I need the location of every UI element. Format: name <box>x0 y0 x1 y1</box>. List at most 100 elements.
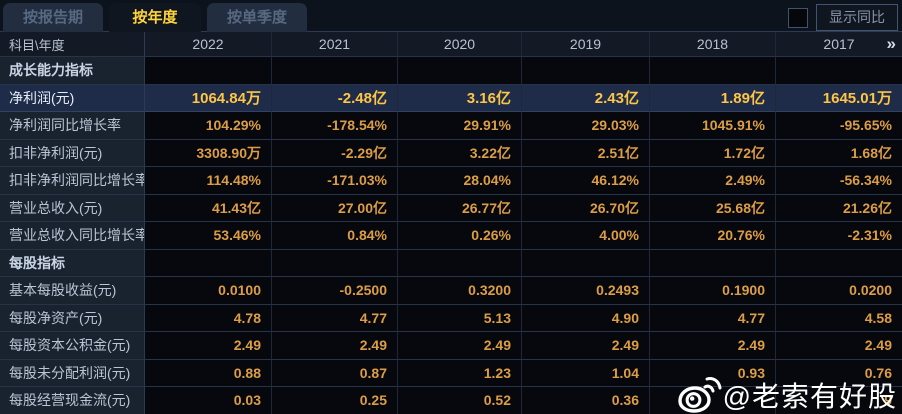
value-cell: 29.03% <box>522 112 650 140</box>
value-cell: 2.49 <box>650 332 776 360</box>
value-cell: 9 <box>776 387 902 414</box>
value-cell: 0.88 <box>145 359 272 387</box>
table-row[interactable]: 净利润同比增长率 104.29% -178.54% 29.91% 29.03% 1045.… <box>0 112 902 140</box>
value-cell: 0.26% <box>398 222 522 250</box>
value-cell: 1.68亿 <box>776 139 902 167</box>
value-cell: -178.54% <box>272 112 398 140</box>
value-cell: 41.43亿 <box>145 194 272 222</box>
value-cell: 104.29% <box>145 112 272 140</box>
row-label: 每股未分配利润(元) <box>0 359 145 387</box>
value-cell: -56.34% <box>776 167 902 195</box>
value-cell: 3.22亿 <box>398 139 522 167</box>
value-cell: 2.49 <box>145 332 272 360</box>
row-label: 净利润(元) <box>0 84 145 112</box>
year-header-cell: 2021 <box>272 32 398 57</box>
value-cell: 46.12% <box>522 167 650 195</box>
value-cell <box>272 57 398 85</box>
value-cell <box>145 57 272 85</box>
table-row[interactable]: 扣非净利润同比增长率 114.48% -171.03% 28.04% 46.12% 2.4… <box>0 167 902 195</box>
value-cell: 1.89亿 <box>650 84 776 112</box>
row-label: 营业总收入(元) <box>0 194 145 222</box>
table-row[interactable]: 营业总收入(元) 41.43亿 27.00亿 26.77亿 26.70亿 25.68亿 21… <box>0 194 902 222</box>
value-cell: 0.76 <box>776 359 902 387</box>
table-header-row: 科目\年度 2022 2021 2020 2019 2018 2017» <box>0 32 902 57</box>
value-cell: 1045.91% <box>650 112 776 140</box>
corner-header-cell: 科目\年度 <box>0 32 145 57</box>
row-label: 每股净资产(元) <box>0 304 145 332</box>
value-cell: 114.48% <box>145 167 272 195</box>
value-cell: 2.49 <box>398 332 522 360</box>
row-label: 扣非净利润(元) <box>0 139 145 167</box>
table-body: 成长能力指标 净利润(元) 1064.84万 -2.48亿 3.16亿 2.43亿 1.89… <box>0 57 902 414</box>
value-cell: 2.49 <box>776 332 902 360</box>
value-cell: 1.72亿 <box>650 139 776 167</box>
table-row[interactable]: 每股资本公积金(元) 2.49 2.49 2.49 2.49 2.49 2.49 <box>0 332 902 360</box>
row-label: 基本每股收益(元) <box>0 277 145 305</box>
weibo-icon <box>677 377 722 413</box>
row-label: 净利润同比增长率 <box>0 112 145 140</box>
value-cell: 4.78 <box>145 304 272 332</box>
value-cell: -2.31% <box>776 222 902 250</box>
show-yoy-label[interactable]: 显示同比 <box>816 4 898 31</box>
year-header-cell: 2022 <box>145 32 272 57</box>
value-cell: -2.29亿 <box>272 139 398 167</box>
tab-report-period[interactable]: 按报告期 <box>3 3 104 32</box>
year-header-cell: 2019 <box>522 32 650 57</box>
value-cell: 3308.90万 <box>145 139 272 167</box>
more-years-icon[interactable]: » <box>886 34 896 53</box>
value-cell: 0.84% <box>272 222 398 250</box>
watermark-handle: @老索有好股 <box>722 381 897 412</box>
table-row[interactable]: 净利润(元) 1064.84万 -2.48亿 3.16亿 2.43亿 1.89亿 1645.… <box>0 84 902 112</box>
value-cell: 4.77 <box>272 304 398 332</box>
value-cell <box>145 249 272 277</box>
value-cell: 21.26亿 <box>776 194 902 222</box>
tab-bar: 按报告期 按年度 按单季度 显示同比 <box>0 0 902 32</box>
show-yoy-checkbox[interactable] <box>788 7 808 28</box>
value-cell: 0.3200 <box>398 277 522 305</box>
year-header-cell: 2018 <box>650 32 776 57</box>
value-cell: 29.91% <box>398 112 522 140</box>
value-cell: 2.51亿 <box>522 139 650 167</box>
value-cell: -95.65% <box>776 112 902 140</box>
value-cell: -0.2500 <box>272 277 398 305</box>
value-cell: 20.76% <box>650 222 776 250</box>
table-row[interactable]: 基本每股收益(元) 0.0100 -0.2500 0.3200 0.2493 0.1900… <box>0 277 902 305</box>
value-cell: 0.36 <box>522 387 650 414</box>
value-cell: 4.77 <box>650 304 776 332</box>
value-cell <box>398 57 522 85</box>
value-cell <box>650 249 776 277</box>
value-cell: -2.48亿 <box>272 84 398 112</box>
value-cell: 1.23 <box>398 359 522 387</box>
value-cell: 2.49% <box>650 167 776 195</box>
table-row[interactable]: 营业总收入同比增长率 53.46% 0.84% 0.26% 4.00% 20.76% -2.… <box>0 222 902 250</box>
table-row[interactable]: 每股未分配利润(元) 0.88 0.87 1.23 1.04 0.93 0.76 <box>0 359 902 387</box>
section-row[interactable]: 每股指标 <box>0 249 902 277</box>
year-header-cell: 2020 <box>398 32 522 57</box>
table-row[interactable]: 每股净资产(元) 4.78 4.77 5.13 4.90 4.77 4.58 <box>0 304 902 332</box>
value-cell: 3.16亿 <box>398 84 522 112</box>
tab-bar-tabs: 按报告期 按年度 按单季度 <box>0 0 902 32</box>
value-cell: 2.43亿 <box>522 84 650 112</box>
value-cell: 0.0200 <box>776 277 902 305</box>
row-label: 成长能力指标 <box>0 57 145 85</box>
value-cell: 1064.84万 <box>145 84 272 112</box>
value-cell <box>522 57 650 85</box>
row-label: 每股经营现金流(元) <box>0 387 145 414</box>
value-cell <box>522 249 650 277</box>
value-cell: 1.04 <box>522 359 650 387</box>
value-cell: 0.52 <box>398 387 522 414</box>
table-row[interactable]: 扣非净利润(元) 3308.90万 -2.29亿 3.22亿 2.51亿 1.72亿 1.6… <box>0 139 902 167</box>
value-cell: 0.03 <box>145 387 272 414</box>
table-row[interactable]: 每股经营现金流(元) 0.03 0.25 0.52 0.36 9 <box>0 387 902 414</box>
value-cell: 0.25 <box>272 387 398 414</box>
value-cell: 26.70亿 <box>522 194 650 222</box>
tab-quarter[interactable]: 按单季度 <box>207 3 308 32</box>
section-row[interactable]: 成长能力指标 <box>0 57 902 85</box>
value-cell: 28.04% <box>398 167 522 195</box>
value-cell <box>650 57 776 85</box>
value-cell: 0.1900 <box>650 277 776 305</box>
value-cell: 27.00亿 <box>272 194 398 222</box>
tab-annual[interactable]: 按年度 <box>109 3 202 32</box>
row-label: 扣非净利润同比增长率 <box>0 167 145 195</box>
